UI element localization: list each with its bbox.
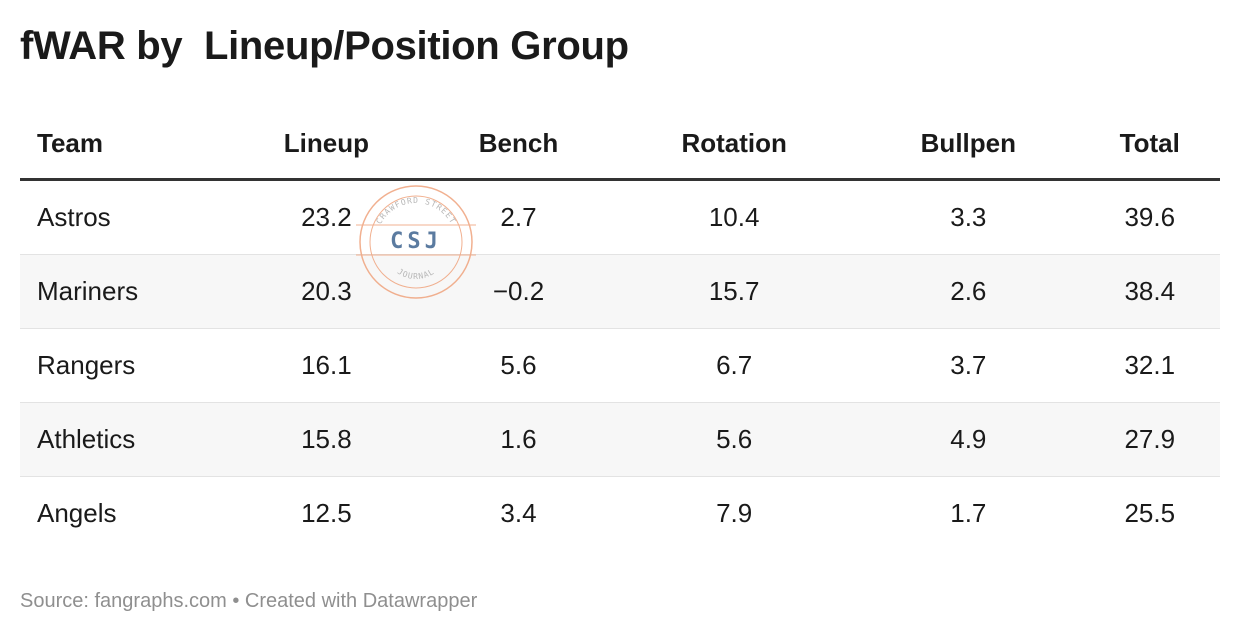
column-header-total[interactable]: Total [1079, 108, 1220, 181]
bench-cell: 5.6 [425, 328, 612, 403]
team-cell: Rangers [20, 328, 227, 403]
chart-title: fWAR by Lineup/Position Group [20, 24, 629, 68]
rotation-cell: 15.7 [611, 254, 858, 329]
column-header-rotation[interactable]: Rotation [611, 108, 858, 181]
fwar-table: Team Lineup Bench Rotation Bullpen Total… [20, 108, 1220, 550]
column-header-bullpen[interactable]: Bullpen [857, 108, 1080, 181]
table-row: Angels 12.5 3.4 7.9 1.7 25.5 [20, 477, 1220, 551]
total-cell: 32.1 [1079, 328, 1220, 403]
bench-cell: 3.4 [500, 498, 537, 528]
table-header-row: Team Lineup Bench Rotation Bullpen Total [20, 108, 1220, 181]
bullpen-cell: 3.3 [857, 179, 1080, 255]
bench-cell: 2.7 [425, 179, 612, 255]
team-cell: Astros [20, 179, 227, 255]
total-cell: 25.5 [1124, 498, 1176, 528]
bench-cell: −0.2 [425, 254, 612, 329]
team-cell: Mariners [20, 254, 227, 329]
table-row: Mariners 20.3 −0.2 15.7 2.6 38.4 [20, 254, 1220, 329]
table-row: Rangers 16.1 5.6 6.7 3.7 32.1 [20, 328, 1220, 403]
lineup-cell: 20.3 [227, 254, 426, 329]
lineup-cell: 15.8 [227, 402, 426, 477]
bench-cell: 1.6 [425, 402, 612, 477]
column-header-bench[interactable]: Bench [425, 108, 612, 181]
lineup-cell: 16.1 [227, 328, 426, 403]
table-row: Astros 23.2 2.7 10.4 3.3 39.6 [20, 179, 1220, 255]
bullpen-cell: 4.9 [857, 402, 1080, 477]
total-cell: 38.4 [1079, 254, 1220, 329]
rotation-cell: 10.4 [611, 179, 858, 255]
source-footer: Source: fangraphs.com • Created with Dat… [20, 590, 478, 612]
rotation-cell: 7.9 [716, 498, 753, 528]
lineup-cell: 12.5 [301, 498, 352, 528]
rotation-cell: 5.6 [611, 402, 858, 477]
total-cell: 27.9 [1079, 402, 1220, 477]
bullpen-cell: 3.7 [857, 328, 1080, 403]
bullpen-cell: 1.7 [950, 498, 987, 528]
rotation-cell: 6.7 [611, 328, 858, 403]
column-header-team[interactable]: Team [20, 108, 227, 181]
column-header-lineup[interactable]: Lineup [227, 108, 426, 181]
lineup-cell: 23.2 [227, 179, 426, 255]
table-row: Athletics 15.8 1.6 5.6 4.9 27.9 [20, 402, 1220, 477]
team-cell: Athletics [20, 402, 227, 477]
bullpen-cell: 2.6 [857, 254, 1080, 329]
team-cell: Angels [37, 498, 117, 528]
total-cell: 39.6 [1079, 179, 1220, 255]
